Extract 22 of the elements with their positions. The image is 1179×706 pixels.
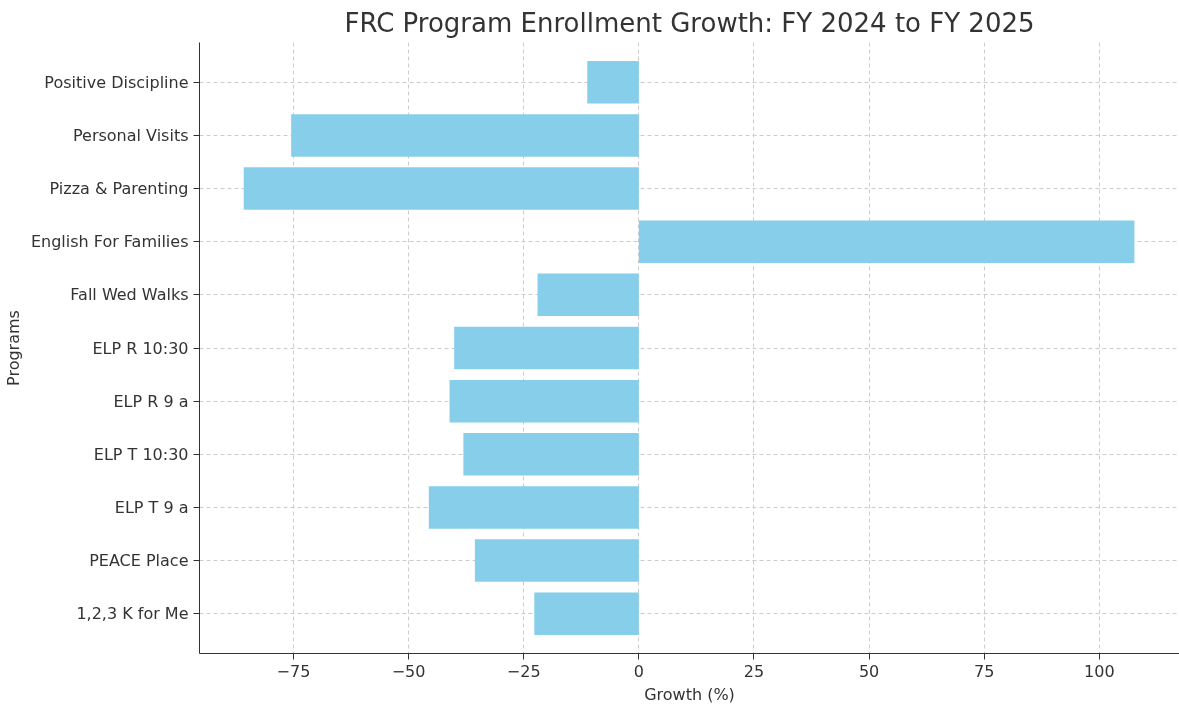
x-tick-label: 25: [743, 661, 765, 681]
x-axis-title: Growth (%): [644, 684, 735, 704]
y-axis-title: Programs: [3, 310, 23, 386]
x-tick-label: −50: [391, 661, 426, 681]
y-tick-label: Positive Discipline: [44, 72, 189, 92]
y-tick-label: Personal Visits: [72, 125, 189, 145]
x-tick-label: 0: [633, 661, 644, 681]
x-tick-label: −75: [276, 661, 311, 681]
y-tick-label: Fall Wed Walks: [70, 285, 189, 305]
y-tick-label: PEACE Place: [89, 551, 189, 571]
y-tick-label: ELP T 10:30: [93, 444, 189, 464]
y-tick-label: ELP R 10:30: [92, 338, 189, 358]
y-tick-label: ELP T 9 a: [114, 497, 189, 517]
chart-title: FRC Program Enrollment Growth: FY 2024 to FY 2025: [344, 7, 1035, 38]
x-tick-label: −25: [506, 661, 541, 681]
y-tick-label: Pizza & Parenting: [49, 179, 189, 199]
x-tick-label: 100: [1084, 661, 1115, 681]
y-tick-label: 1,2,3 K for Me: [76, 604, 189, 624]
y-tick-label: English For Families: [30, 232, 189, 252]
y-tick-label: ELP R 9 a: [113, 391, 189, 411]
x-tick-label: 50: [858, 661, 880, 681]
x-tick-label: 75: [974, 661, 995, 681]
